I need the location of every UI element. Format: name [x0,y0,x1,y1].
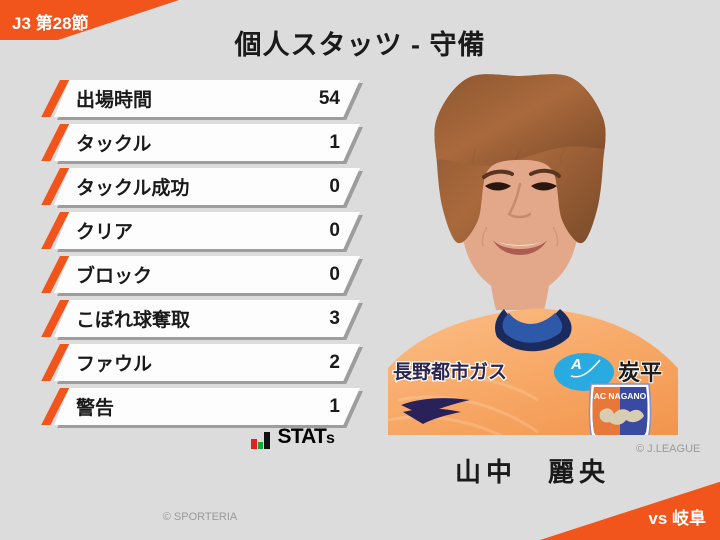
svg-text:AC NAGANO: AC NAGANO [594,391,647,401]
svg-text:炭平: 炭平 [618,360,662,385]
svg-text:A: A [570,356,582,373]
svg-text:長野都市ガス: 長野都市ガス [393,360,507,383]
svg-text:PARCEIRO: PARCEIRO [597,434,644,435]
